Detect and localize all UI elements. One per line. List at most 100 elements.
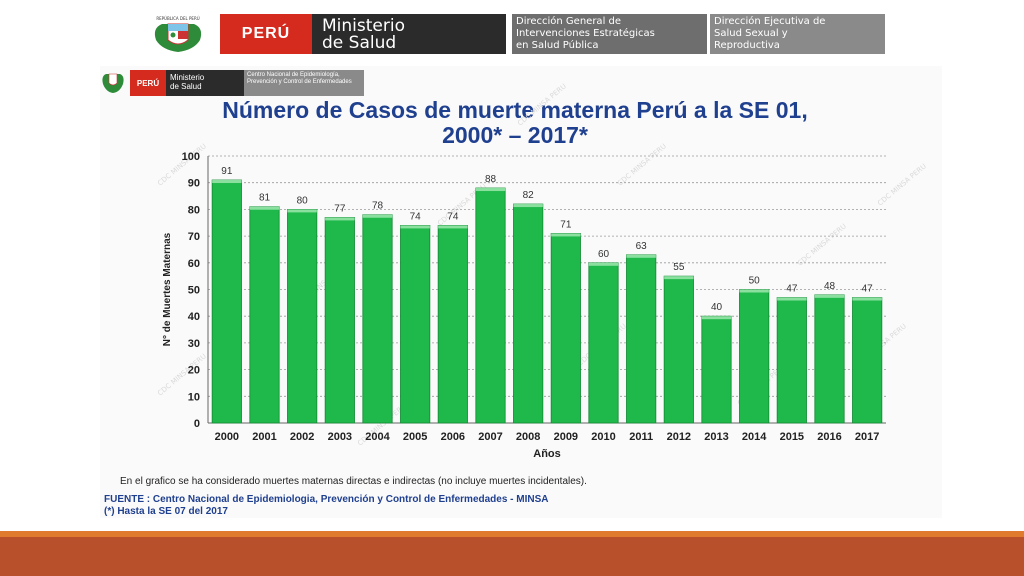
data-label: 47 — [786, 284, 798, 295]
bar-highlight — [325, 217, 355, 221]
data-label: 78 — [372, 201, 384, 212]
bar — [362, 214, 393, 424]
ministerio-brand: Ministerio de Salud — [312, 14, 506, 54]
data-label: 81 — [259, 193, 271, 204]
y-tick-label: 70 — [188, 231, 200, 243]
inner-coat-of-arms-icon — [102, 73, 124, 93]
data-label: 82 — [523, 190, 535, 201]
watermark-text: CDC MINSA PERU — [796, 222, 848, 267]
data-label: 88 — [485, 174, 497, 185]
inner-ministerio-brand: Ministerio de Salud — [166, 70, 244, 96]
data-label: 50 — [749, 276, 761, 287]
dg-line3: en Salud Pública — [516, 40, 599, 51]
bar — [287, 208, 318, 424]
watermark-text: CDC MINSA PERU — [156, 352, 208, 397]
top-header: REPÚBLICA DEL PERÚ PERÚ Ministerio de Sa… — [140, 12, 890, 54]
x-tick-label: 2013 — [704, 431, 728, 443]
x-tick-label: 2017 — [855, 431, 879, 443]
inner-logo: PERÚ Ministerio de Salud Centro Nacional… — [100, 68, 365, 96]
bar — [626, 254, 657, 424]
svg-text:REPÚBLICA DEL PERÚ: REPÚBLICA DEL PERÚ — [156, 16, 199, 21]
bottom-band — [0, 531, 1024, 576]
watermark-text: CDC MINSA PERU — [156, 142, 208, 187]
x-tick-label: 2004 — [365, 431, 390, 443]
data-label: 48 — [824, 281, 836, 292]
bar-highlight — [287, 209, 317, 213]
direccion-general-brand: Dirección General de Intervenciones Estr… — [512, 14, 707, 54]
bar — [663, 275, 694, 424]
de-line3: Reproductiva — [714, 40, 780, 51]
bar-highlight — [701, 316, 732, 320]
bar — [249, 206, 280, 424]
bar-highlight — [664, 276, 694, 280]
dg-line1: Dirección General de — [516, 16, 622, 27]
chart-title: Número de Casos de muerte materna Perú a… — [140, 98, 890, 148]
bar — [814, 294, 845, 424]
data-label: 40 — [711, 302, 723, 313]
data-label: 71 — [560, 219, 572, 230]
bar — [739, 289, 770, 424]
x-tick-label: 2015 — [780, 431, 804, 443]
bottom-stripe — [0, 531, 1024, 537]
inner-ministerio-line1: Ministerio — [170, 73, 205, 82]
bar-highlight — [212, 180, 242, 184]
x-tick-label: 2008 — [516, 431, 540, 443]
x-tick-label: 2010 — [591, 431, 615, 443]
x-tick-label: 2005 — [403, 431, 427, 443]
y-tick-label: 10 — [188, 391, 200, 403]
x-tick-label: 2009 — [554, 431, 578, 443]
bar-highlight — [814, 294, 845, 298]
y-axis-title: N° de Muertes Maternas — [162, 232, 173, 346]
y-tick-label: 60 — [188, 258, 200, 270]
x-tick-label: 2007 — [478, 431, 502, 443]
bar-highlight — [513, 204, 543, 208]
data-label: 80 — [297, 195, 309, 206]
y-tick-label: 90 — [188, 178, 200, 190]
data-label: 77 — [334, 203, 346, 214]
bar-highlight — [588, 262, 619, 266]
bar-highlight — [739, 289, 769, 293]
bar-highlight — [475, 188, 506, 192]
bar-highlight — [400, 225, 430, 229]
ministerio-line1: Ministerio — [322, 16, 405, 36]
de-line2: Salud Sexual y — [714, 28, 788, 39]
data-label: 74 — [410, 211, 422, 222]
y-tick-label: 50 — [188, 285, 200, 297]
chart-title-line1: Número de Casos de muerte materna Perú a… — [222, 97, 808, 123]
inner-ministerio-line2: de Salud — [170, 82, 202, 91]
inner-peru-brand: PERÚ — [130, 70, 166, 96]
x-tick-label: 2002 — [290, 431, 314, 443]
chart-slide: PERÚ Ministerio de Salud Centro Nacional… — [100, 66, 942, 518]
bar — [400, 225, 431, 424]
bar-highlight — [777, 297, 807, 301]
bar — [513, 203, 544, 424]
x-tick-label: 2006 — [441, 431, 465, 443]
y-tick-label: 0 — [194, 418, 200, 430]
bar-highlight — [249, 206, 280, 210]
y-tick-label: 40 — [188, 311, 200, 323]
direccion-ejecutiva-brand: Dirección Ejecutiva de Salud Sexual y Re… — [710, 14, 885, 54]
bar-highlight — [626, 254, 656, 258]
ministerio-line2: de Salud — [322, 33, 397, 53]
y-tick-label: 30 — [188, 338, 200, 350]
data-label: 55 — [673, 262, 685, 273]
bar — [211, 179, 242, 424]
x-tick-label: 2003 — [328, 431, 352, 443]
chart-title-line2: 2000* – 2017* — [442, 122, 588, 148]
source-line1: FUENTE : Centro Nacional de Epidemiologi… — [104, 494, 549, 505]
peru-coat-of-arms-icon: REPÚBLICA DEL PERÚ — [154, 16, 202, 52]
bar-highlight — [852, 297, 882, 301]
bar — [324, 217, 355, 424]
watermark-text: CDC MINSA PERU — [876, 162, 928, 207]
y-tick-label: 100 — [182, 151, 200, 163]
dg-line2: Intervenciones Estratégicas — [516, 28, 655, 39]
bar-chart: CDC MINSA PERU CDC MINSA PERU CDC MINSA PE… — [156, 82, 928, 460]
x-axis-title: Años — [533, 448, 561, 460]
bar — [701, 315, 732, 424]
data-label: 74 — [447, 211, 459, 222]
watermark-text: CDC MINSA PERU — [616, 142, 668, 187]
bar — [852, 297, 883, 424]
x-tick-label: 2016 — [817, 431, 841, 443]
bar-highlight — [551, 233, 581, 237]
x-tick-label: 2011 — [629, 431, 653, 443]
